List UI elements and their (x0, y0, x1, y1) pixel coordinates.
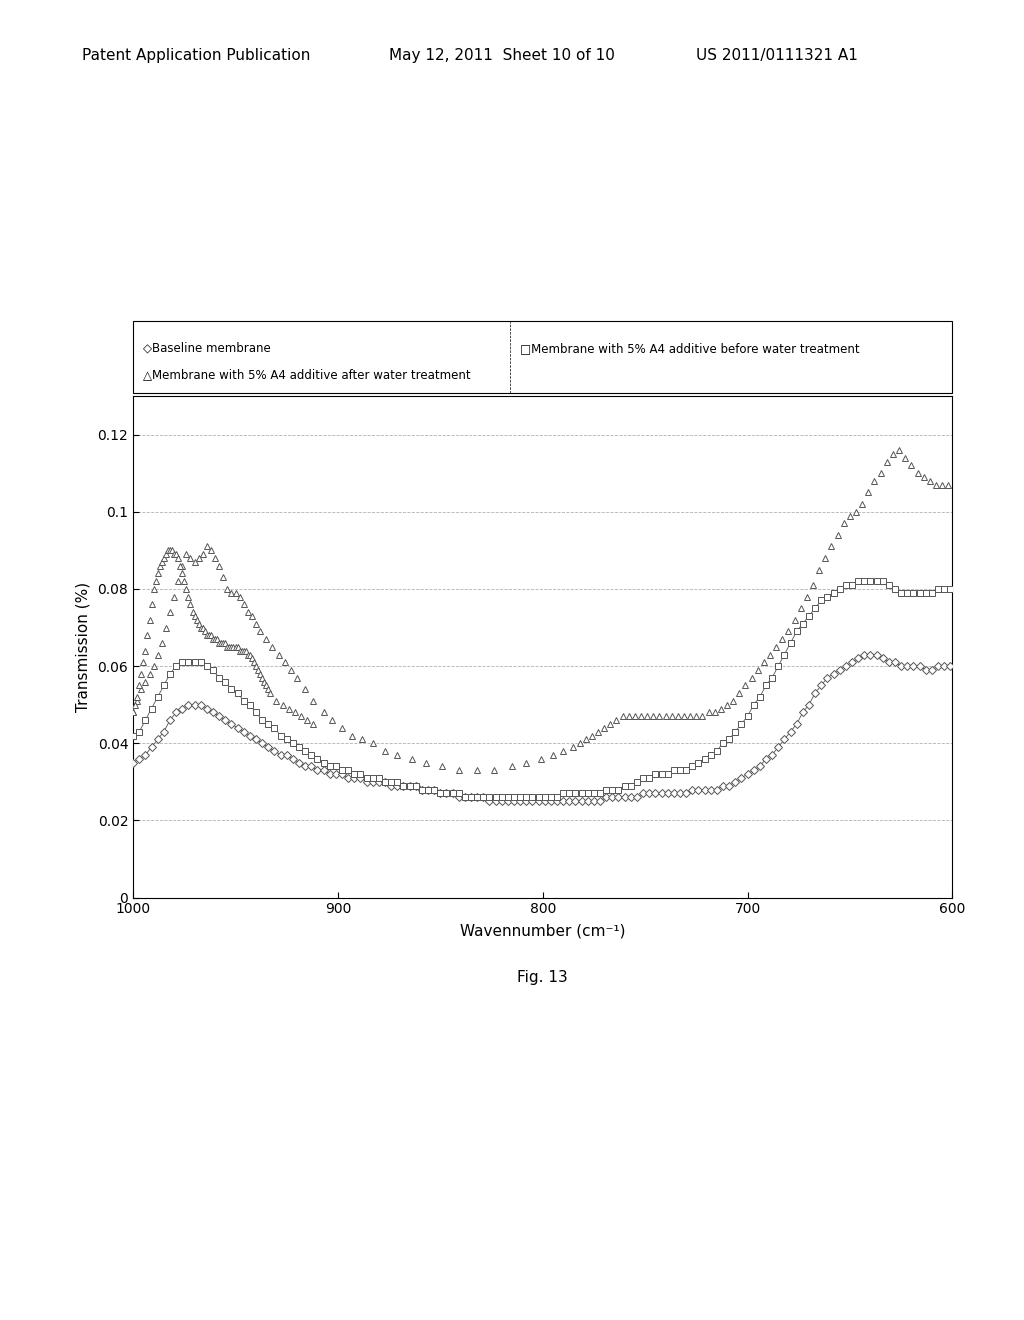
Text: Fig. 13: Fig. 13 (517, 970, 568, 985)
Text: US 2011/0111321 A1: US 2011/0111321 A1 (696, 48, 858, 62)
Text: △Membrane with 5% A4 additive after water treatment: △Membrane with 5% A4 additive after wate… (143, 368, 471, 381)
Text: ◇Baseline membrane: ◇Baseline membrane (143, 342, 271, 355)
Text: □Membrane with 5% A4 additive before water treatment: □Membrane with 5% A4 additive before wat… (520, 342, 860, 355)
Text: May 12, 2011  Sheet 10 of 10: May 12, 2011 Sheet 10 of 10 (389, 48, 615, 62)
X-axis label: Wavennumber (cm⁻¹): Wavennumber (cm⁻¹) (460, 924, 626, 939)
Y-axis label: Transmission (%): Transmission (%) (76, 582, 90, 711)
Text: Patent Application Publication: Patent Application Publication (82, 48, 310, 62)
